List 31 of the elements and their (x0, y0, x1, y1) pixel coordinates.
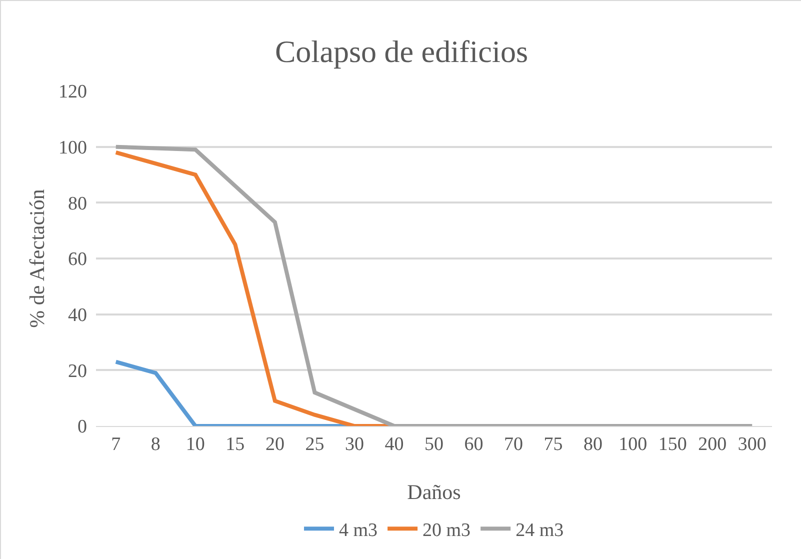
x-tick-label: 70 (504, 434, 524, 455)
x-tick-label: 200 (698, 434, 727, 455)
x-tick-label: 15 (226, 434, 245, 455)
y-tick-label: 20 (68, 360, 87, 382)
x-tick-label: 100 (618, 434, 648, 455)
x-tick-label: 10 (186, 434, 205, 455)
legend-label: 20 m3 (422, 520, 471, 542)
x-tick-label: 40 (384, 434, 404, 455)
x-tick-label: 7 (111, 434, 121, 455)
legend-label: 24 m3 (516, 520, 564, 542)
y-tick-label: 0 (78, 416, 87, 438)
x-tick-label: 300 (738, 434, 766, 455)
chart-title: Colapso de edificios (274, 34, 528, 69)
y-tick-label: 100 (58, 137, 87, 158)
x-tick-label: 50 (424, 434, 444, 455)
x-tick-label: 60 (464, 434, 484, 455)
y-tick-label: 40 (68, 304, 87, 326)
x-tick-label: 30 (344, 434, 364, 455)
x-axis-title: Daños (407, 480, 461, 504)
x-tick-label: 8 (150, 434, 160, 455)
x-tick-label: 75 (544, 434, 563, 455)
legend-label: 4 m3 (339, 520, 378, 542)
line-series (114, 144, 754, 426)
y-tick-label: 80 (68, 193, 87, 214)
x-tick-label: 150 (658, 434, 687, 455)
y-axis-title: % de Afectación (25, 188, 49, 328)
x-tick-label: 25 (305, 434, 324, 455)
x-tick-label: 80 (584, 434, 603, 455)
y-tick-label: 60 (68, 249, 87, 270)
y-tick-label: 120 (58, 82, 87, 103)
x-tick-label: 20 (265, 434, 284, 455)
